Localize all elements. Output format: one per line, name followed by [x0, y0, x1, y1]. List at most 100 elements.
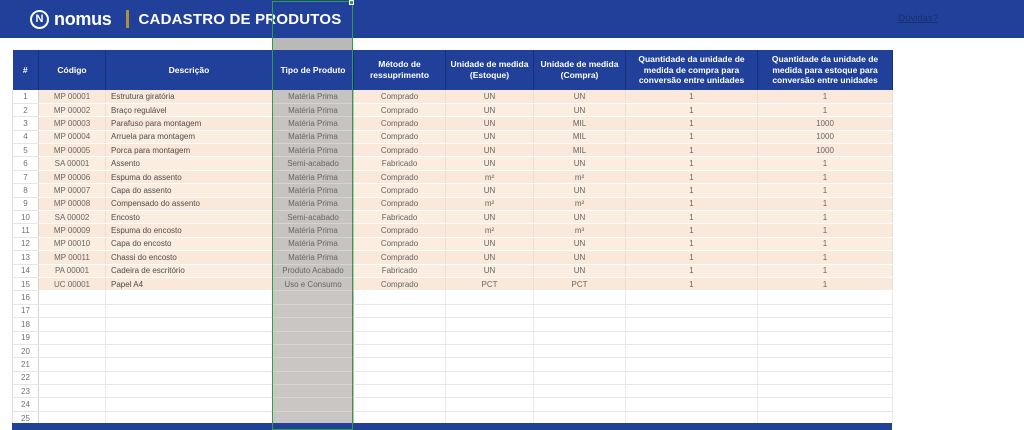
cell-descricao[interactable] — [105, 304, 273, 319]
cell-descricao[interactable]: Estrutura giratória — [105, 90, 273, 104]
cell-codigo[interactable]: MP 00001 — [38, 90, 106, 104]
cell-qtd_compra[interactable]: 1 — [625, 237, 758, 252]
cell-um_estoque[interactable]: m² — [445, 223, 534, 238]
column-header-qtd_compra[interactable]: Quantidade da unidade de medida de compr… — [625, 50, 758, 90]
cell-metodo[interactable]: Fabricado — [353, 210, 446, 225]
row-number-cell[interactable]: 10 — [12, 210, 39, 225]
cell-qtd_compra[interactable]: 1 — [625, 90, 758, 104]
cell-tipo[interactable]: Matéria Prima — [272, 116, 354, 131]
cell-descricao[interactable] — [105, 290, 273, 305]
cell-qtd_estoque[interactable]: 1 — [757, 90, 893, 104]
cell-um_estoque[interactable] — [445, 371, 534, 386]
cell-codigo[interactable]: MP 00010 — [38, 237, 106, 252]
cell-um_estoque[interactable]: UN — [445, 237, 534, 252]
cell-qtd_estoque[interactable]: 1000 — [757, 143, 893, 158]
row-number-cell[interactable]: 8 — [12, 183, 39, 198]
cell-qtd_estoque[interactable] — [757, 331, 893, 345]
cell-qtd_compra[interactable] — [625, 371, 758, 386]
cell-um_compra[interactable]: MIL — [533, 130, 626, 145]
cell-um_compra[interactable] — [533, 290, 626, 305]
cell-codigo[interactable]: MP 00011 — [38, 250, 106, 265]
cell-tipo[interactable] — [272, 384, 354, 399]
column-header-metodo[interactable]: Método de ressuprimento — [353, 50, 446, 90]
row-number-cell[interactable]: 11 — [12, 223, 39, 238]
cell-um_estoque[interactable] — [445, 304, 534, 319]
cell-qtd_compra[interactable]: 1 — [625, 210, 758, 225]
cell-codigo[interactable] — [38, 397, 106, 412]
cell-codigo[interactable] — [38, 384, 106, 399]
cell-codigo[interactable]: MP 00005 — [38, 143, 106, 158]
cell-descricao[interactable]: Capa do encosto — [105, 237, 273, 252]
cell-tipo[interactable] — [272, 304, 354, 319]
cell-codigo[interactable]: MP 00004 — [38, 130, 106, 145]
cell-um_estoque[interactable] — [445, 384, 534, 399]
row-number-cell[interactable]: 17 — [12, 304, 39, 319]
cell-codigo[interactable]: MP 00003 — [38, 116, 106, 131]
cell-tipo[interactable]: Matéria Prima — [272, 183, 354, 198]
cell-metodo[interactable]: Comprado — [353, 197, 446, 212]
cell-um_estoque[interactable]: PCT — [445, 277, 534, 292]
cell-um_estoque[interactable] — [445, 397, 534, 412]
cell-codigo[interactable] — [38, 344, 106, 359]
help-link[interactable]: Dúvidas? — [898, 13, 938, 24]
cell-um_estoque[interactable]: m² — [445, 197, 534, 212]
cell-metodo[interactable] — [353, 371, 446, 386]
row-number-cell[interactable]: 24 — [12, 397, 39, 412]
cell-qtd_estoque[interactable]: 1 — [757, 103, 893, 118]
cell-descricao[interactable]: Espuma do assento — [105, 170, 273, 185]
cell-um_compra[interactable]: UN — [533, 237, 626, 252]
column-header-um_estoque[interactable]: Unidade de medida (Estoque) — [445, 50, 534, 90]
cell-metodo[interactable]: Comprado — [353, 183, 446, 198]
cell-metodo[interactable]: Comprado — [353, 170, 446, 185]
cell-tipo[interactable]: Matéria Prima — [272, 130, 354, 145]
cell-metodo[interactable]: Comprado — [353, 223, 446, 238]
cell-metodo[interactable]: Fabricado — [353, 264, 446, 278]
cell-qtd_estoque[interactable]: 1000 — [757, 130, 893, 145]
cell-qtd_compra[interactable]: 1 — [625, 170, 758, 185]
cell-um_estoque[interactable] — [445, 317, 534, 332]
cell-metodo[interactable]: Comprado — [353, 277, 446, 292]
cell-um_estoque[interactable] — [445, 331, 534, 345]
cell-um_compra[interactable] — [533, 384, 626, 399]
cell-qtd_compra[interactable] — [625, 317, 758, 332]
cell-um_compra[interactable]: PCT — [533, 277, 626, 292]
cell-descricao[interactable]: Braço regulável — [105, 103, 273, 118]
cell-qtd_compra[interactable] — [625, 357, 758, 372]
cell-metodo[interactable] — [353, 344, 446, 359]
cell-qtd_compra[interactable] — [625, 304, 758, 319]
cell-um_compra[interactable] — [533, 397, 626, 412]
row-number-cell[interactable]: 12 — [12, 237, 39, 252]
cell-qtd_compra[interactable] — [625, 331, 758, 345]
cell-qtd_compra[interactable]: 1 — [625, 116, 758, 131]
cell-descricao[interactable]: Espuma do encosto — [105, 223, 273, 238]
cell-metodo[interactable]: Fabricado — [353, 156, 446, 171]
cell-tipo[interactable] — [272, 317, 354, 332]
nomus-brand[interactable]: N nomus — [30, 9, 112, 30]
cell-tipo[interactable] — [272, 290, 354, 305]
cell-codigo[interactable] — [38, 304, 106, 319]
cell-descricao[interactable] — [105, 331, 273, 345]
cell-tipo[interactable]: Uso e Consumo — [272, 277, 354, 292]
row-number-cell[interactable]: 14 — [12, 264, 39, 278]
cell-qtd_compra[interactable] — [625, 397, 758, 412]
cell-qtd_compra[interactable]: 1 — [625, 103, 758, 118]
cell-descricao[interactable]: Encosto — [105, 210, 273, 225]
cell-um_estoque[interactable] — [445, 357, 534, 372]
cell-qtd_estoque[interactable]: 1 — [757, 170, 893, 185]
cell-qtd_compra[interactable] — [625, 290, 758, 305]
cell-descricao[interactable]: Capa do assento — [105, 183, 273, 198]
row-number-cell[interactable]: 6 — [12, 156, 39, 171]
column-header-num[interactable]: # — [12, 50, 39, 90]
cell-tipo[interactable]: Produto Acabado — [272, 264, 354, 278]
cell-qtd_estoque[interactable]: 1 — [757, 156, 893, 171]
cell-codigo[interactable] — [38, 357, 106, 372]
cell-qtd_compra[interactable]: 1 — [625, 183, 758, 198]
cell-tipo[interactable] — [272, 357, 354, 372]
cell-metodo[interactable] — [353, 331, 446, 345]
cell-qtd_estoque[interactable]: 1 — [757, 264, 893, 278]
cell-metodo[interactable]: Comprado — [353, 237, 446, 252]
cell-descricao[interactable]: Cadeira de escritório — [105, 264, 273, 278]
cell-codigo[interactable]: MP 00006 — [38, 170, 106, 185]
cell-um_estoque[interactable]: UN — [445, 250, 534, 265]
cell-qtd_estoque[interactable] — [757, 290, 893, 305]
